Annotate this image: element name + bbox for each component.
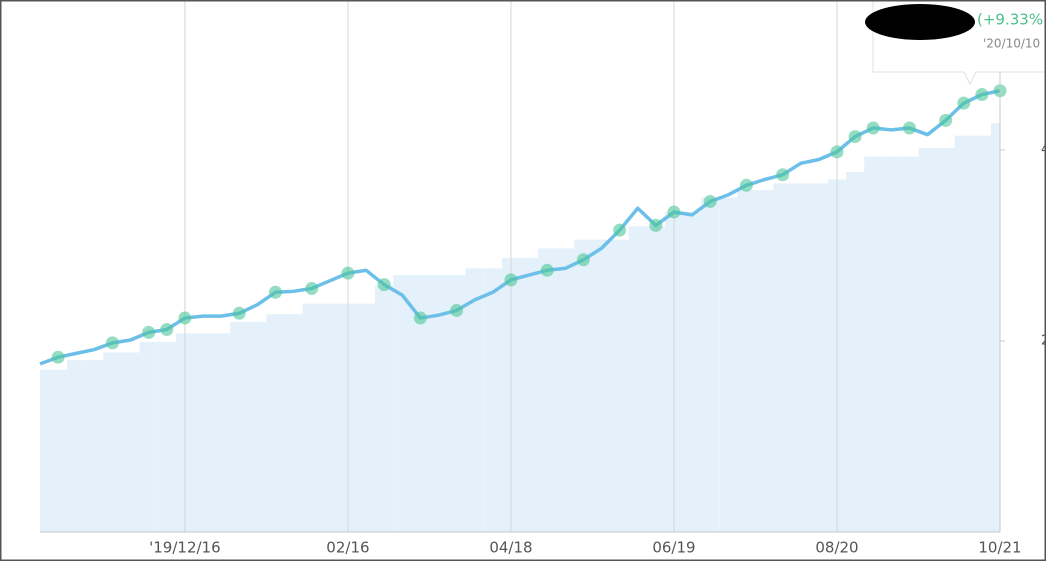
invested-area bbox=[809, 183, 828, 533]
invested-area bbox=[302, 303, 321, 532]
redacted bbox=[865, 4, 975, 40]
trade-dot bbox=[504, 273, 518, 287]
trade-dot bbox=[268, 285, 282, 299]
invested-area bbox=[683, 212, 702, 533]
trade-dot bbox=[105, 336, 119, 350]
invested-area bbox=[393, 275, 412, 532]
trade-dot bbox=[160, 323, 174, 337]
invested-area bbox=[791, 183, 810, 533]
invested-area bbox=[882, 156, 901, 532]
invested-area bbox=[737, 190, 756, 532]
trade-dot bbox=[377, 278, 391, 292]
x-tick-label: 06/19 bbox=[652, 539, 695, 557]
invested-area bbox=[628, 226, 647, 532]
invested-area bbox=[157, 341, 176, 532]
tooltip-change: (+9.33%) bbox=[977, 11, 1046, 29]
trade-dot bbox=[739, 178, 753, 192]
invested-area bbox=[936, 148, 955, 532]
trade-dot bbox=[540, 263, 554, 277]
trade-dot bbox=[776, 168, 790, 182]
tooltip-date: '20/10/10 bbox=[983, 37, 1040, 51]
trade-dot bbox=[866, 121, 880, 135]
trade-dot bbox=[957, 96, 971, 110]
invested-area bbox=[103, 352, 122, 532]
invested-area bbox=[375, 285, 394, 532]
invested-area bbox=[719, 197, 738, 532]
invested-area bbox=[121, 352, 140, 532]
tooltip: (+9.33%) '20/10/10 bbox=[865, 0, 1046, 86]
trade-dot bbox=[975, 88, 989, 102]
trade-dot bbox=[703, 195, 717, 209]
invested-area bbox=[67, 360, 86, 532]
invested-area bbox=[429, 275, 448, 532]
invested-area bbox=[918, 148, 937, 532]
x-tick-label: 02/16 bbox=[326, 539, 369, 557]
invested-area bbox=[139, 341, 158, 532]
invested-area bbox=[483, 268, 502, 532]
y-tick-label: 2 bbox=[1041, 333, 1046, 348]
invested-area bbox=[773, 183, 792, 533]
invested-area bbox=[49, 369, 68, 532]
trade-dot bbox=[902, 121, 916, 135]
invested-area bbox=[954, 135, 973, 532]
invested-area bbox=[646, 226, 665, 532]
invested-area bbox=[592, 239, 611, 532]
invested-area bbox=[610, 239, 629, 532]
invested-area bbox=[284, 314, 303, 532]
invested-area bbox=[212, 333, 231, 532]
invested-area bbox=[248, 321, 267, 532]
invested-area bbox=[556, 248, 575, 533]
invested-area bbox=[701, 197, 720, 532]
invested-area bbox=[465, 268, 484, 532]
trade-dot bbox=[341, 266, 355, 280]
trade-dot bbox=[413, 311, 427, 325]
trade-dot bbox=[613, 223, 627, 237]
trade-dot bbox=[305, 281, 319, 295]
invested-area bbox=[900, 156, 919, 532]
trade-dot bbox=[450, 303, 464, 317]
trade-dot bbox=[142, 325, 156, 339]
x-tick-label: 10/21 bbox=[978, 539, 1021, 557]
invested-area bbox=[230, 321, 249, 532]
trade-dot bbox=[649, 218, 663, 232]
trade-dot bbox=[667, 205, 681, 219]
invested-area bbox=[411, 275, 430, 532]
x-tick-label: '19/12/16 bbox=[149, 539, 221, 557]
invested-area bbox=[193, 333, 213, 532]
invested-area bbox=[356, 303, 376, 532]
plot-area bbox=[39, 0, 1007, 533]
trade-dot bbox=[576, 253, 590, 267]
invested-area bbox=[538, 248, 557, 533]
trade-dot bbox=[51, 350, 65, 364]
invested-area bbox=[574, 239, 593, 532]
x-tick-label: 08/20 bbox=[815, 539, 858, 557]
invested-area bbox=[755, 190, 774, 532]
invested-area bbox=[990, 123, 1000, 532]
y-tick-label: 4 bbox=[1041, 142, 1046, 157]
trade-dot bbox=[178, 311, 192, 325]
invested-area bbox=[846, 171, 865, 532]
invested-area bbox=[972, 135, 991, 532]
trade-dot bbox=[830, 145, 844, 159]
trade-dot bbox=[939, 113, 953, 127]
trade-dot bbox=[232, 306, 246, 320]
invested-area bbox=[520, 257, 539, 532]
invested-area bbox=[320, 303, 339, 532]
trade-dot bbox=[848, 130, 862, 144]
invested-area bbox=[864, 156, 883, 532]
invested-area bbox=[85, 360, 104, 532]
x-tick-label: 04/18 bbox=[489, 539, 532, 557]
invested-area bbox=[266, 314, 285, 532]
invested-area bbox=[40, 369, 50, 532]
invested-area bbox=[447, 275, 466, 532]
